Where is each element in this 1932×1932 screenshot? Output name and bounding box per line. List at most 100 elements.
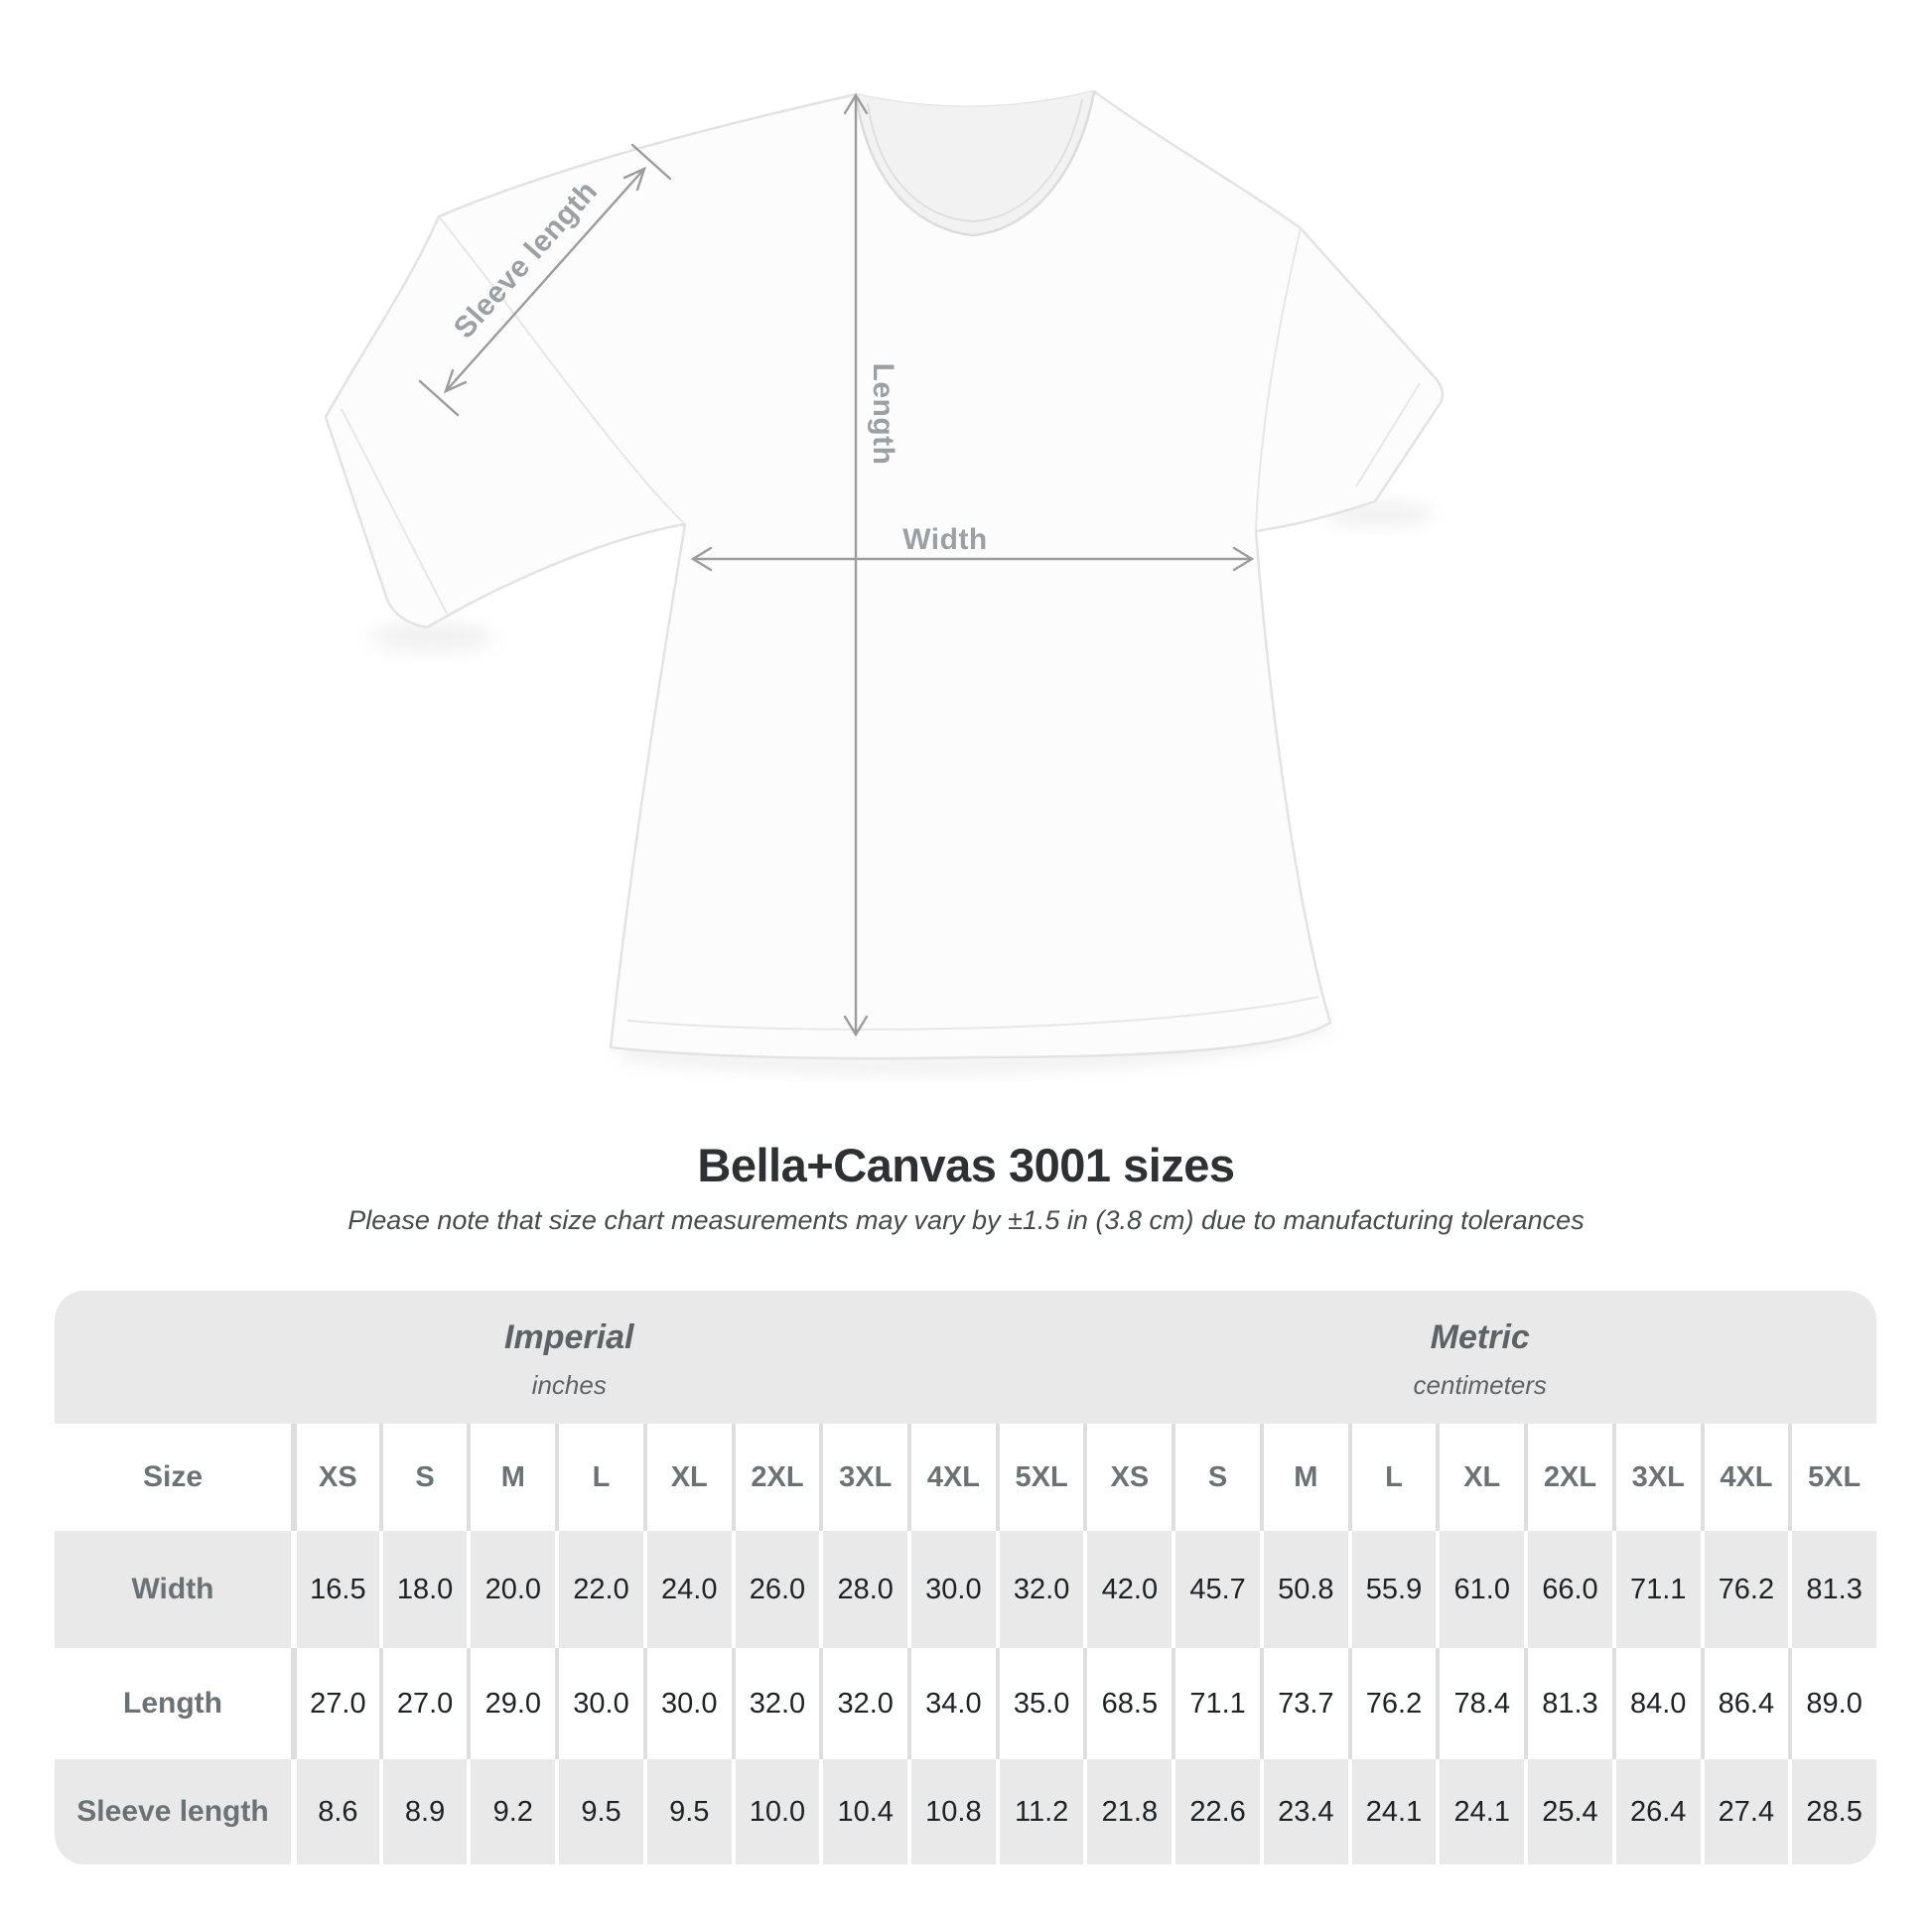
size-column-header: M bbox=[467, 1424, 555, 1531]
measurement-cell: 32.0 bbox=[819, 1648, 907, 1759]
size-column-header: XL bbox=[1436, 1424, 1524, 1531]
measurement-cell: 45.7 bbox=[1172, 1531, 1260, 1648]
width-row-label: Width bbox=[131, 1573, 214, 1605]
collar-ribbing-line bbox=[867, 98, 1083, 223]
sleeve-length-row: Sleeve length 8.6 8.9 9.2 9.5 9.5 10.0 10.4 10.… bbox=[55, 1759, 1876, 1864]
shirt-diagram bbox=[278, 79, 1449, 1082]
measurement-cell: 16.5 bbox=[291, 1531, 379, 1648]
imperial-unit-group: Imperial inches bbox=[55, 1291, 1084, 1424]
tshirt-body bbox=[324, 89, 1445, 1060]
measurement-cell: 55.9 bbox=[1347, 1531, 1437, 1648]
size-column-header: 3XL bbox=[1611, 1424, 1701, 1531]
measurement-cell: 61.0 bbox=[1436, 1531, 1524, 1648]
measurement-cell: 8.6 bbox=[291, 1759, 379, 1864]
measurement-cell: 42.0 bbox=[1083, 1531, 1172, 1648]
size-column-header: 5XL bbox=[995, 1424, 1084, 1531]
measurement-cell: 76.2 bbox=[1700, 1531, 1789, 1648]
measurement-cell: 84.0 bbox=[1611, 1648, 1701, 1759]
size-column-header: L bbox=[555, 1424, 643, 1531]
measurement-cell: 68.5 bbox=[1083, 1648, 1172, 1759]
size-column-header: 4XL bbox=[1700, 1424, 1789, 1531]
seam-lines bbox=[341, 215, 1421, 1031]
measurement-cell: 32.0 bbox=[731, 1648, 820, 1759]
measurement-cell: 27.0 bbox=[291, 1648, 379, 1759]
size-column-label: Size bbox=[142, 1460, 204, 1493]
measurement-cell: 9.5 bbox=[642, 1759, 732, 1864]
measurement-cell: 24.1 bbox=[1436, 1759, 1524, 1864]
length-row-label: Length bbox=[123, 1687, 222, 1720]
page-title: Bella+Canvas 3001 sizes bbox=[697, 1139, 1235, 1191]
tolerance-note: Please note that size chart measurements… bbox=[347, 1205, 1585, 1235]
measurement-cell: 50.8 bbox=[1259, 1531, 1348, 1648]
measurement-cell: 81.3 bbox=[1788, 1531, 1876, 1648]
measurement-cell: 21.8 bbox=[1083, 1759, 1172, 1864]
measurement-cell: 29.0 bbox=[467, 1648, 555, 1759]
tshirt-illustration bbox=[324, 89, 1445, 1073]
size-column-header: L bbox=[1347, 1424, 1437, 1531]
measurement-cell: 10.4 bbox=[819, 1759, 907, 1864]
measurement-cell: 22.6 bbox=[1172, 1759, 1260, 1864]
size-column-header: XL bbox=[642, 1424, 732, 1531]
metric-label: Metric bbox=[1430, 1318, 1530, 1356]
measurement-cell: 27.4 bbox=[1700, 1759, 1789, 1864]
size-column-header: S bbox=[1172, 1424, 1260, 1531]
measurement-cell: 28.0 bbox=[819, 1531, 907, 1648]
size-column-header: XS bbox=[291, 1424, 379, 1531]
measurement-cell: 71.1 bbox=[1611, 1531, 1701, 1648]
measurement-cell: 10.8 bbox=[907, 1759, 996, 1864]
metric-unit-label: centimeters bbox=[1413, 1370, 1547, 1400]
measurement-cell: 86.4 bbox=[1700, 1648, 1789, 1759]
sleeve-length-arrow bbox=[418, 143, 672, 417]
sleeve-length-row-label: Sleeve length bbox=[76, 1795, 269, 1828]
measurement-cell: 34.0 bbox=[907, 1648, 996, 1759]
measurement-cell: 22.0 bbox=[555, 1531, 643, 1648]
measurement-cell: 26.4 bbox=[1611, 1759, 1701, 1864]
measurement-cell: 23.4 bbox=[1259, 1759, 1348, 1864]
size-column-header: 2XL bbox=[1524, 1424, 1612, 1531]
measurement-cell: 32.0 bbox=[995, 1531, 1084, 1648]
measurement-cell: 30.0 bbox=[555, 1648, 643, 1759]
length-row: Length 27.0 27.0 29.0 30.0 30.0 32.0 32.0 34.0 3… bbox=[55, 1648, 1876, 1759]
left-cuff-shadow bbox=[370, 623, 493, 651]
metric-unit-group: Metric centimeters bbox=[1084, 1291, 1877, 1424]
measurement-cell: 25.4 bbox=[1524, 1759, 1612, 1864]
imperial-label: Imperial bbox=[504, 1318, 634, 1356]
length-arrow bbox=[843, 92, 869, 1037]
imperial-unit-label: inches bbox=[531, 1370, 607, 1400]
measurement-cell: 11.2 bbox=[995, 1759, 1084, 1864]
measurement-cell: 30.0 bbox=[642, 1648, 732, 1759]
size-column-header: 2XL bbox=[731, 1424, 820, 1531]
measurement-cell: 71.1 bbox=[1172, 1648, 1260, 1759]
measurement-cell: 66.0 bbox=[1524, 1531, 1612, 1648]
measurement-cell: 18.0 bbox=[378, 1531, 468, 1648]
measurement-cell: 78.4 bbox=[1436, 1648, 1524, 1759]
size-column-header: 4XL bbox=[907, 1424, 996, 1531]
measurement-cell: 26.0 bbox=[731, 1531, 820, 1648]
measurement-cell: 30.0 bbox=[907, 1531, 996, 1648]
width-arrow bbox=[690, 546, 1255, 572]
width-row: Width 16.5 18.0 20.0 22.0 24.0 26.0 28.0 30.0 32… bbox=[55, 1531, 1876, 1648]
size-header-row: Size XS S M L XL 2XL 3XL 4XL 5XL XS S M L XL 2XL 3XL 4XL… bbox=[55, 1424, 1876, 1531]
measurement-cell: 8.9 bbox=[378, 1759, 468, 1864]
measurement-cell: 35.0 bbox=[995, 1648, 1084, 1759]
width-label: Width bbox=[902, 523, 988, 556]
size-column-header: M bbox=[1259, 1424, 1348, 1531]
measurement-cell: 24.0 bbox=[642, 1531, 732, 1648]
measurement-cell: 89.0 bbox=[1788, 1648, 1876, 1759]
size-column-header: S bbox=[378, 1424, 468, 1531]
measurement-cell: 24.1 bbox=[1347, 1759, 1437, 1864]
size-column-header: XS bbox=[1083, 1424, 1172, 1531]
measurement-cell: 27.0 bbox=[378, 1648, 468, 1759]
measurement-cell: 76.2 bbox=[1347, 1648, 1437, 1759]
measurement-cell: 10.0 bbox=[731, 1759, 820, 1864]
length-label: Length bbox=[867, 362, 899, 466]
measurement-cell: 9.2 bbox=[467, 1759, 555, 1864]
measurement-cell: 81.3 bbox=[1524, 1648, 1612, 1759]
measurement-cell: 28.5 bbox=[1788, 1759, 1876, 1864]
size-table: Imperial inches Metric centimeters Size … bbox=[55, 1291, 1876, 1864]
size-column-header: 3XL bbox=[819, 1424, 907, 1531]
size-column-header: 5XL bbox=[1788, 1424, 1876, 1531]
measurement-cell: 73.7 bbox=[1259, 1648, 1348, 1759]
unit-header-row: Imperial inches Metric centimeters bbox=[55, 1291, 1876, 1424]
